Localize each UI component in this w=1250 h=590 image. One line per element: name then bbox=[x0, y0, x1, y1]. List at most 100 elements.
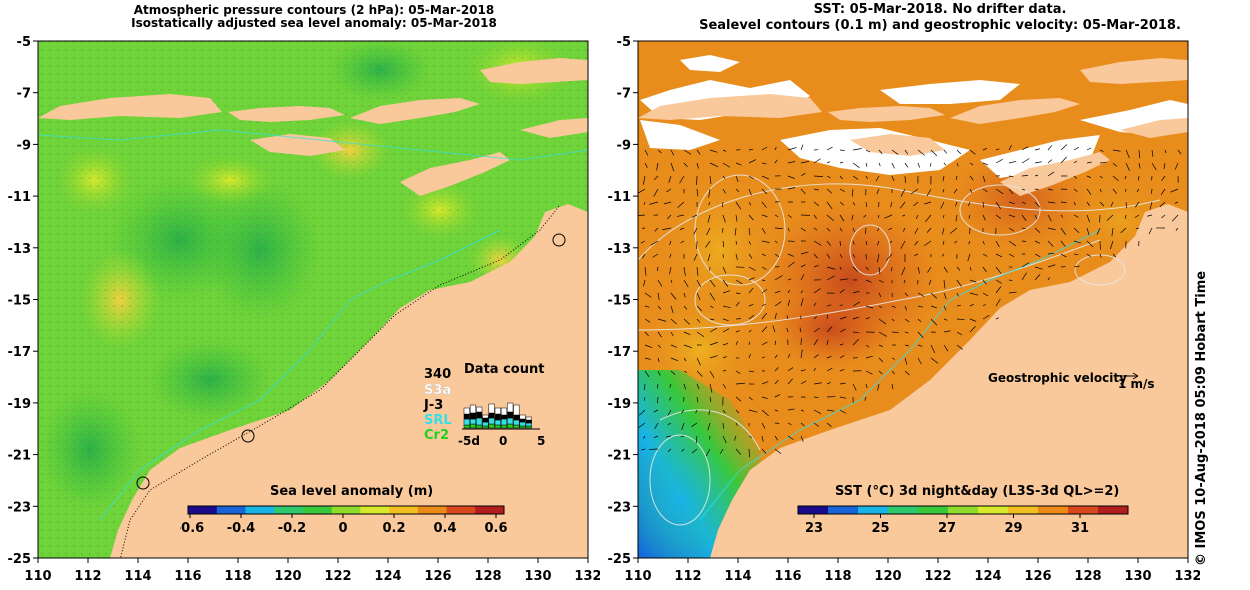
colorbar-segment bbox=[274, 506, 304, 514]
data-count-bar bbox=[469, 423, 477, 429]
banda-island bbox=[1120, 118, 1188, 138]
colorbar-segment bbox=[475, 506, 505, 514]
x-tick-label: 128 bbox=[474, 569, 501, 584]
x-tick-label: 126 bbox=[424, 569, 451, 584]
banda-island bbox=[520, 118, 588, 138]
y-tick-label: -9 bbox=[17, 138, 31, 153]
y-tick-label: -23 bbox=[8, 500, 32, 515]
cloud-mask bbox=[640, 120, 720, 150]
x-tick-label: 132 bbox=[1174, 569, 1200, 584]
data-count-bar bbox=[519, 421, 526, 427]
data-count-bar bbox=[513, 424, 520, 429]
bali-lombok-island bbox=[828, 106, 945, 122]
y-tick-label: -19 bbox=[608, 397, 632, 412]
colorbar-segment bbox=[302, 506, 333, 514]
data-count-bar bbox=[500, 418, 508, 426]
y-tick-label: -23 bbox=[608, 500, 632, 515]
y-tick-label: -19 bbox=[8, 397, 32, 412]
sumba-island bbox=[850, 134, 945, 156]
data-count-bar bbox=[494, 407, 501, 415]
data-count-bars bbox=[463, 402, 532, 429]
y-tick-label: -5 bbox=[617, 35, 631, 50]
sea-level-anomaly-map: 110 112 114 116 118 120 122 124 126 128 130 132 -5 -7… bbox=[8, 35, 601, 584]
data-count-bar bbox=[500, 414, 508, 420]
colorbar-segment bbox=[948, 506, 979, 514]
y-tick-label: -21 bbox=[8, 449, 32, 464]
sulawesi-island bbox=[480, 58, 588, 84]
data-count-bar bbox=[513, 414, 520, 421]
data-count-bar bbox=[482, 425, 489, 429]
x-tick-label: 122 bbox=[924, 569, 951, 584]
left-title-line2: Isostatically adjusted sea level anomaly… bbox=[131, 16, 497, 30]
y-tick-label: -7 bbox=[17, 87, 31, 102]
sealevel-contours bbox=[638, 174, 1161, 526]
x-tick-label: 110 bbox=[624, 569, 651, 584]
right-panel-title: SST: 05-Mar-2018. No drifter data. Seale… bbox=[640, 2, 1240, 34]
colorbar-segment bbox=[331, 506, 361, 514]
colorbar-segment bbox=[798, 506, 829, 514]
data-count-bar bbox=[519, 414, 526, 420]
y-tick-label: -13 bbox=[608, 242, 632, 257]
data-count-bar bbox=[476, 406, 483, 413]
y-tick-label: -25 bbox=[608, 552, 632, 567]
y-tick-label: -7 bbox=[617, 87, 631, 102]
data-count-bar bbox=[507, 411, 514, 419]
bali-lombok-island bbox=[228, 106, 345, 122]
velocity-legend-scale: 1 m/s bbox=[1118, 377, 1155, 391]
x-tick-label: 124 bbox=[374, 569, 401, 584]
cloud-mask bbox=[680, 55, 740, 72]
flores-island bbox=[950, 98, 1080, 124]
data-count-bar bbox=[525, 422, 532, 427]
data-count-bar bbox=[463, 407, 470, 415]
data-count-bar bbox=[476, 411, 483, 419]
y-tick-label: -15 bbox=[608, 294, 632, 309]
data-count-bar bbox=[482, 417, 489, 423]
tide-gauge-marker bbox=[136, 476, 150, 490]
x-tick-label: 120 bbox=[274, 569, 301, 584]
data-count-bar bbox=[525, 416, 532, 421]
data-count-bar bbox=[469, 418, 477, 425]
y-tick-label: -11 bbox=[8, 190, 32, 205]
data-count-bar bbox=[525, 425, 532, 429]
colorbar-segment bbox=[828, 506, 859, 514]
imos-credit: © IMOS 10-Aug-2018 05:09 Hobart Time bbox=[1194, 270, 1209, 566]
colorbar-segment bbox=[389, 506, 419, 514]
java-island bbox=[638, 94, 822, 120]
colorbar-segment bbox=[1008, 506, 1039, 514]
y-tick-label: -9 bbox=[617, 138, 631, 153]
data-count-bar bbox=[469, 404, 477, 414]
x-tick-label: 116 bbox=[174, 569, 201, 584]
colorbar-segment bbox=[360, 506, 390, 514]
mission-label: SRL bbox=[424, 413, 452, 428]
data-count-bar bbox=[494, 424, 501, 429]
dc-tick-5: 5 bbox=[537, 434, 545, 448]
x-tick-label: 126 bbox=[1024, 569, 1051, 584]
x-tick-label: 116 bbox=[774, 569, 801, 584]
y-tick-label: -15 bbox=[8, 294, 32, 309]
x-tick-label: 112 bbox=[74, 569, 101, 584]
data-count-bar bbox=[463, 424, 470, 429]
x-tick-label: 128 bbox=[1074, 569, 1101, 584]
x-tick-label: 120 bbox=[874, 569, 901, 584]
colorbar-segment bbox=[918, 506, 949, 514]
colorbar-segment bbox=[417, 506, 448, 514]
x-tick-label: 112 bbox=[674, 569, 701, 584]
y-tick-label: -17 bbox=[608, 345, 632, 360]
mission-label: J-3 bbox=[423, 398, 443, 413]
colorbar-segment bbox=[188, 506, 218, 514]
data-count-bar bbox=[500, 424, 508, 429]
x-tick-label: 110 bbox=[24, 569, 51, 584]
mission-label: Cr2 bbox=[424, 428, 449, 443]
data-count-bar bbox=[488, 417, 495, 425]
australia-mainland bbox=[710, 204, 1188, 558]
left-panel-title: Atmospheric pressure contours (2 hPa): 0… bbox=[40, 4, 588, 30]
velocity-legend-label: Geostrophic velocity bbox=[988, 371, 1127, 385]
timor-island bbox=[1000, 152, 1110, 196]
cloud-mask bbox=[880, 80, 1020, 104]
colorbar-tick-label: 23 bbox=[805, 521, 823, 536]
colorbar-tick-label: 25 bbox=[871, 521, 889, 536]
x-tick-label: 114 bbox=[724, 569, 751, 584]
mission-label: S3a bbox=[424, 383, 451, 398]
sst-map: 110 112 114 116 118 120 122 124 126 128 130 132 -5 -7… bbox=[608, 35, 1201, 584]
data-count-bar bbox=[500, 407, 508, 416]
